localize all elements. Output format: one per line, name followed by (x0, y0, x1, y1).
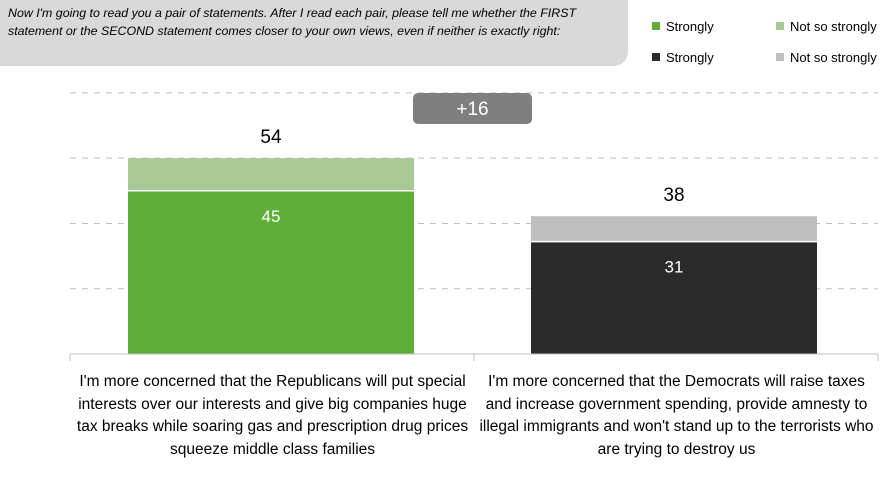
difference-badge-text: +16 (456, 99, 488, 120)
legend-label-second-strongly: Strongly (666, 50, 714, 65)
legend-item-second-strongly: Strongly (652, 50, 714, 66)
data-label-total: 54 (260, 127, 282, 148)
legend-label-first-not-so-strongly: Not so strongly (790, 19, 877, 34)
category-label-democrats: I'm more concerned that the Democrats wi… (479, 373, 874, 458)
bar-segment-not-so-strongly (531, 216, 817, 242)
legend-item-first-strongly: Strongly (652, 19, 714, 35)
legend-label-second-not-so-strongly: Not so strongly (790, 50, 877, 65)
legend-item-first-not-so-strongly: Not so strongly (776, 19, 877, 35)
legend-item-second-not-so-strongly: Not so strongly (776, 50, 877, 66)
legend-label-first-strongly: Strongly (666, 19, 714, 34)
question-prompt-text: Now I'm going to read you a pair of stat… (8, 6, 577, 38)
data-label-strongly: 45 (262, 207, 281, 226)
chart-data-labels: 54 45 38 31 (260, 127, 684, 276)
data-label-total: 38 (663, 185, 684, 206)
legend-swatch-second-not-so-strongly (776, 53, 784, 61)
data-label-strongly: 31 (665, 258, 684, 277)
bar-segment-strongly (128, 190, 414, 354)
difference-badge: +16 (413, 93, 532, 124)
question-prompt-box: Now I'm going to read you a pair of stat… (0, 0, 628, 66)
chart-axis (69, 353, 879, 361)
bar-segment-not-so-strongly (128, 158, 414, 191)
legend-swatch-first-not-so-strongly (776, 22, 784, 30)
chart-bars (128, 158, 817, 354)
legend-swatch-first-strongly (652, 22, 660, 30)
difference-badge-box (413, 93, 532, 124)
legend-swatch-second-strongly (652, 53, 660, 61)
category-label-republicans: I'm more concerned that the Republicans … (76, 373, 469, 458)
bar-segment-strongly (531, 241, 817, 354)
